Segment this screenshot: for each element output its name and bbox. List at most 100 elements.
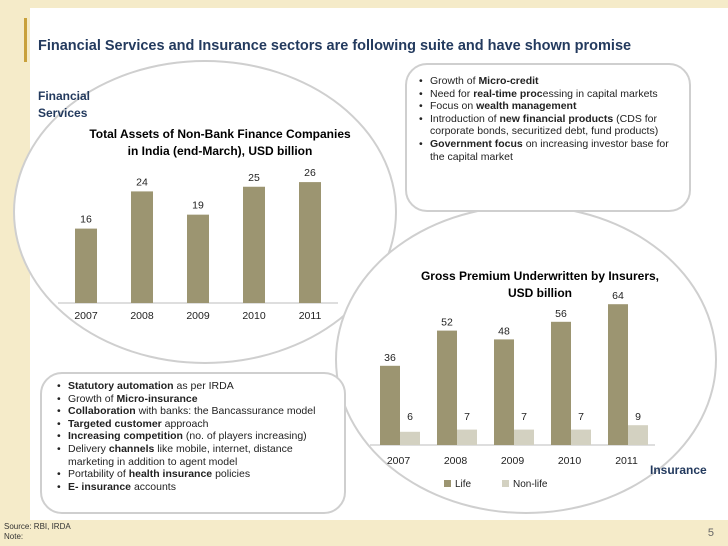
bullet-bold-text: Government focus bbox=[430, 137, 523, 150]
slide-title: Financial Services and Insurance sectors… bbox=[38, 38, 632, 54]
premium-chart-title-line1: Gross Premium Underwritten by Insurers, bbox=[420, 269, 660, 283]
bullet-bold-text: Collaboration bbox=[68, 405, 136, 418]
footer-strip bbox=[0, 520, 728, 546]
financial-services-callout: Growth of Micro-creditNeed for real-time… bbox=[405, 63, 691, 212]
ins-bullet: Increasing competition (no. of players i… bbox=[57, 430, 339, 443]
fin-bullet: Growth of Micro-credit bbox=[419, 75, 681, 88]
bar-2009 bbox=[187, 214, 209, 303]
nonlife-label-2011: 9 bbox=[635, 411, 641, 423]
premium-chart-title-line2: USD billion bbox=[508, 286, 572, 300]
bullet-text: with banks: the Bancassurance model bbox=[135, 405, 316, 418]
ins-bullet: Portability of health insurance policies bbox=[57, 468, 339, 481]
insurance-label: Insurance bbox=[650, 463, 707, 477]
bullet-bold-text: new financial products bbox=[499, 112, 614, 125]
ins-bullet: E- insurance accounts bbox=[57, 481, 339, 494]
data-label-2011: 26 bbox=[304, 167, 316, 179]
financial-label-line1: Financial bbox=[38, 89, 91, 103]
bullet-text: approach bbox=[161, 417, 209, 430]
legend-life-label: Life bbox=[455, 479, 472, 490]
bullet-text: on increasing investor base for the capi… bbox=[430, 137, 669, 163]
tick-label-2009: 2009 bbox=[186, 310, 210, 322]
life-bar-2008 bbox=[437, 330, 457, 445]
life-label-2010: 56 bbox=[555, 308, 567, 320]
fin-bullet: Focus on wealth management bbox=[419, 100, 681, 113]
ins-bullet: Growth of Micro-insurance bbox=[57, 393, 339, 406]
note-text: Note: bbox=[4, 532, 24, 541]
fin-bullet: Introduction of new financial products (… bbox=[419, 113, 681, 138]
tick-label-2007: 2007 bbox=[387, 455, 411, 467]
nonlife-label-2010: 7 bbox=[578, 411, 584, 423]
life-label-2007: 36 bbox=[384, 352, 396, 364]
financial-services-bullets: Growth of Micro-creditNeed for real-time… bbox=[419, 75, 681, 163]
nonlife-bar-2008 bbox=[457, 429, 477, 445]
bullet-text: like mobile, internet, distance marketin… bbox=[68, 442, 293, 468]
bar-2008 bbox=[131, 191, 153, 303]
page-number: 5 bbox=[707, 527, 714, 539]
financial-services-panel bbox=[13, 60, 397, 364]
fin-bullet: Need for real-time processing in capital… bbox=[419, 88, 681, 101]
nonlife-bar-2010 bbox=[571, 429, 591, 445]
bullet-bold-text: Micro-insurance bbox=[116, 392, 198, 405]
title-accent-line bbox=[24, 18, 27, 62]
ins-bullet: Delivery channels like mobile, internet,… bbox=[57, 443, 339, 468]
bullet-bold-text: Targeted customer bbox=[68, 417, 162, 430]
nonlife-bar-2009 bbox=[514, 429, 534, 445]
bullet-text: Growth of bbox=[68, 392, 117, 405]
data-label-2007: 16 bbox=[80, 214, 92, 226]
nbfc-chart-title: Total Assets of Non-Bank Finance Compani… bbox=[85, 126, 355, 160]
bullet-text: as per IRDA bbox=[173, 380, 234, 392]
bullet-bold-text: Statutory automation bbox=[68, 380, 174, 392]
tick-label-2009: 2009 bbox=[501, 455, 525, 467]
data-label-2009: 19 bbox=[192, 200, 204, 212]
financial-services-label: Financial Services bbox=[38, 88, 90, 122]
ins-bullet: Statutory automation as per IRDA bbox=[57, 380, 339, 393]
ins-bullet: Collaboration with banks: the Bancassura… bbox=[57, 405, 339, 418]
bullet-bold-text: real-time proc bbox=[473, 87, 543, 100]
bullet-text: Portability of bbox=[68, 468, 129, 481]
bullet-bold-text: channels bbox=[108, 442, 155, 455]
bullet-text: essing in capital markets bbox=[542, 87, 658, 100]
footer-notes: Source: RBI, IRDA Note: bbox=[4, 522, 71, 542]
legend-nonlife-label: Non-life bbox=[513, 479, 548, 490]
tick-label-2008: 2008 bbox=[444, 455, 468, 467]
tick-label-2010: 2010 bbox=[558, 455, 582, 467]
bullet-text: Growth of bbox=[430, 75, 479, 87]
bullet-text: Focus on bbox=[430, 100, 477, 113]
ins-bullet: Targeted customer approach bbox=[57, 418, 339, 431]
insurance-callout: Statutory automation as per IRDAGrowth o… bbox=[40, 372, 346, 514]
life-bar-2010 bbox=[551, 321, 571, 445]
nbfc-chart-title-line1: Total Assets of Non-Bank Finance Compani… bbox=[89, 127, 351, 141]
life-bar-2009 bbox=[494, 339, 514, 445]
tick-label-2011: 2011 bbox=[299, 310, 322, 322]
nonlife-label-2008: 7 bbox=[464, 411, 470, 423]
nonlife-label-2007: 6 bbox=[407, 411, 413, 423]
nonlife-label-2009: 7 bbox=[521, 411, 527, 423]
premium-chart-title: Gross Premium Underwritten by Insurers, … bbox=[405, 268, 675, 302]
financial-label-line2: Services bbox=[38, 106, 88, 120]
bullet-text: Delivery bbox=[68, 442, 109, 455]
life-label-2011: 64 bbox=[612, 290, 624, 302]
life-label-2008: 52 bbox=[441, 317, 453, 329]
tick-label-2010: 2010 bbox=[242, 310, 266, 322]
nbfc-chart-title-line2: in India (end-March), USD billion bbox=[127, 144, 313, 158]
bullet-bold-text: Increasing competition bbox=[68, 430, 183, 443]
insurance-panel bbox=[335, 205, 717, 514]
life-bar-2011 bbox=[608, 304, 628, 445]
bullet-bold-text: wealth management bbox=[476, 100, 577, 113]
bullet-bold-text: Micro-credit bbox=[478, 75, 539, 87]
bullet-text: policies bbox=[212, 468, 251, 481]
bullet-text: Need for bbox=[430, 87, 474, 100]
bullet-text: (CDS for corporate bonds, securitized de… bbox=[430, 112, 659, 138]
data-label-2010: 25 bbox=[248, 172, 260, 184]
nonlife-bar-2011 bbox=[628, 425, 648, 445]
tick-label-2011: 2011 bbox=[615, 455, 638, 467]
legend-life-swatch bbox=[444, 480, 451, 487]
fin-bullet: Government focus on increasing investor … bbox=[419, 138, 681, 163]
bullet-text: Introduction of bbox=[430, 112, 500, 125]
life-bar-2007 bbox=[380, 365, 400, 445]
source-text: Source: RBI, IRDA bbox=[4, 522, 71, 531]
bullet-bold-text: health insurance bbox=[128, 468, 213, 481]
tick-label-2008: 2008 bbox=[130, 310, 154, 322]
